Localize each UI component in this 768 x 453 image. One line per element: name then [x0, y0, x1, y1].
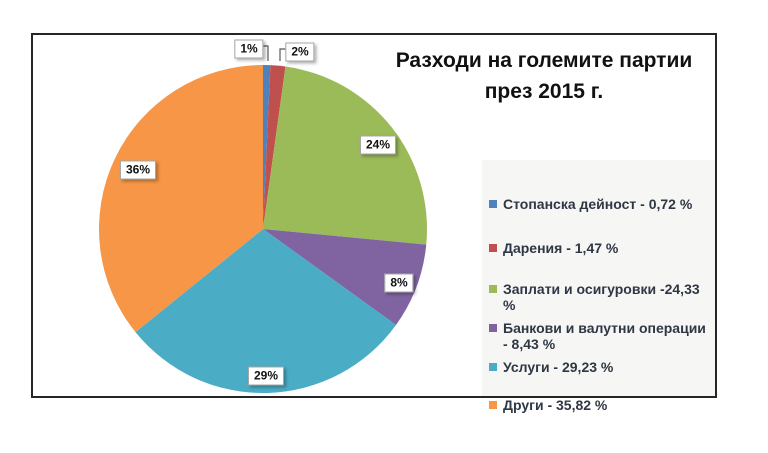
slice-label-s4: 29%: [247, 366, 285, 386]
legend-marker-icon: [489, 244, 497, 252]
slice-label-s0: 1%: [234, 39, 264, 59]
slice-label-s5: 36%: [119, 160, 157, 180]
legend-item-stopanska-deynost: Стопанска дейност - 0,72 %: [489, 196, 712, 212]
legend-item-bankovi-i-valutni-operacii: Банкови и валутни операции - 8,43 %: [489, 320, 712, 352]
pie-slice-3: [263, 229, 427, 325]
pie-slice-2: [263, 66, 427, 245]
slice-label-s2: 24%: [359, 135, 397, 155]
legend-item-label: Услуги - 29,23 %: [503, 359, 614, 375]
legend-marker-icon: [489, 363, 497, 371]
chart-frame: Разходи на големите партии през 2015 г. …: [31, 33, 717, 413]
legend-item-uslugi: Услуги - 29,23 %: [489, 359, 712, 375]
slice-label-s1: 2%: [285, 42, 315, 62]
chart-title: Разходи на големите партии през 2015 г.: [373, 45, 715, 107]
slice-label-s3: 8%: [384, 273, 414, 293]
legend-item-label: Други - 35,82 %: [503, 397, 608, 413]
legend-item-label: Банкови и валутни операции - 8,43 %: [503, 320, 706, 352]
pie-slice-1: [263, 65, 286, 229]
legend-marker-icon: [489, 401, 497, 409]
legend-item-label: Стопанска дейност - 0,72 %: [503, 196, 693, 212]
legend-item-dareniya: Дарения - 1,47 %: [489, 240, 712, 256]
legend-marker-icon: [489, 324, 497, 332]
legend-marker-icon: [489, 200, 497, 208]
legend-marker-icon: [489, 285, 497, 293]
chart-title-line2: през 2015 г.: [484, 80, 604, 103]
legend-item-label: Дарения - 1,47 %: [503, 240, 619, 256]
legend-item-zaplati-i-osigurovki: Заплати и осигуровки -24,33 %: [489, 281, 712, 313]
chart-title-line1: Разходи на големите партии: [395, 49, 693, 72]
legend-item-drugi: Други - 35,82 %: [489, 397, 712, 413]
legend: Стопанска дейност - 0,72 % Дарения - 1,4…: [482, 160, 715, 413]
pie-slice-5: [98, 65, 264, 333]
pie-slice-4: [135, 229, 396, 393]
pie-chart: [98, 65, 427, 393]
pie-slice-0: [263, 65, 271, 229]
legend-item-label: Заплати и осигуровки -24,33 %: [503, 281, 700, 313]
pie-chart-area: [97, 63, 429, 395]
